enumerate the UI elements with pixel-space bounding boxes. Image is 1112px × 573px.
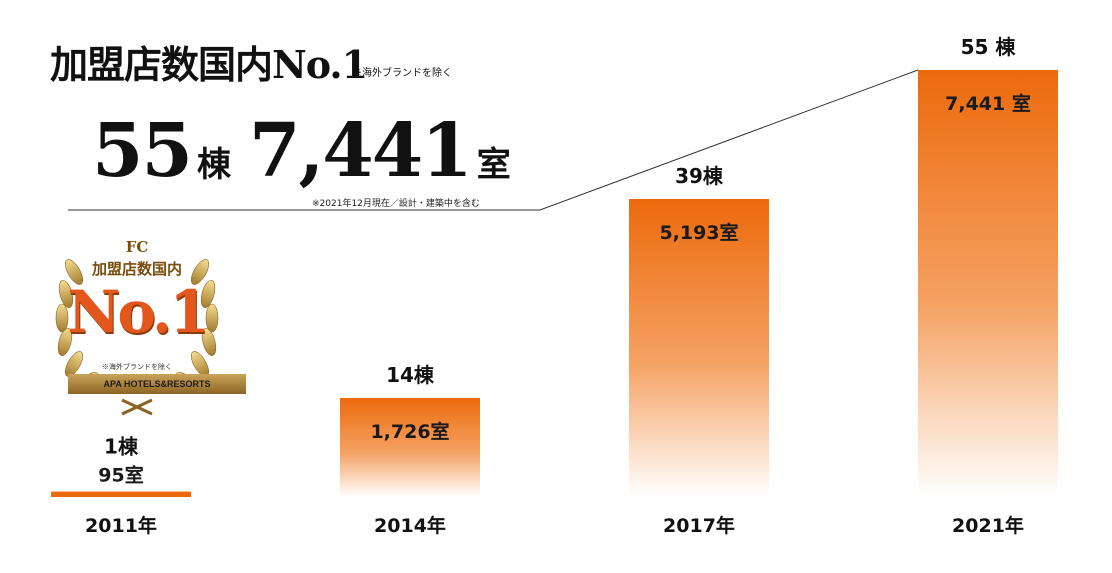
badge-rank: No.1 <box>67 278 209 346</box>
x-tick-label-1: 2014年 <box>374 514 446 537</box>
buildings-count: 55 <box>92 108 193 194</box>
badge-fc-label: FC <box>125 238 149 256</box>
bar-building-label-0: 1棟 <box>104 435 139 459</box>
bar-3 <box>918 70 1058 497</box>
rooms-unit: 室 <box>476 145 511 185</box>
title-note: ※海外ブランドを除く <box>352 68 452 79</box>
x-tick-label-3: 2021年 <box>952 514 1024 537</box>
bar-1 <box>340 397 480 497</box>
x-tick-label-0: 2011年 <box>85 514 157 537</box>
bar-building-label-1: 14棟 <box>386 363 435 387</box>
bar-room-label-1: 1,726室 <box>370 420 449 443</box>
bar-room-label-3: 7,441 室 <box>945 92 1031 115</box>
chart-bars: 95室 1棟 2011年 1,726室 14棟 2014年 5,193室 39棟 2017年 7,… <box>51 35 1058 537</box>
badge-sub-label: 加盟店数国内 <box>91 260 182 278</box>
buildings-unit: 棟 <box>196 145 231 185</box>
no1-laurel-badge: FC 加盟店数国内 No.1 ※海外ブランドを除く APA HOTELS&RES… <box>52 232 266 422</box>
callout-line <box>68 69 919 211</box>
rooms-count: 7,441 <box>248 108 473 194</box>
bar-building-label-3: 55 棟 <box>961 35 1017 59</box>
bar-room-label-0: 95室 <box>98 464 143 487</box>
page-title: 加盟店数国内No.1 <box>50 42 368 87</box>
summary-stats: 55 棟 7,441 室 <box>92 114 529 188</box>
badge-ribbon: APA HOTELS&RESORTS <box>68 374 246 394</box>
badge-note: ※海外ブランドを除く <box>102 363 172 371</box>
bar-room-label-2: 5,193室 <box>659 221 738 244</box>
bar-building-label-2: 39棟 <box>675 164 724 188</box>
bar-0 <box>51 491 191 497</box>
x-tick-label-2: 2017年 <box>663 514 735 537</box>
bar-2 <box>629 199 769 497</box>
summary-note: ※2021年12月現在／設計・建築中を含む <box>312 199 480 209</box>
